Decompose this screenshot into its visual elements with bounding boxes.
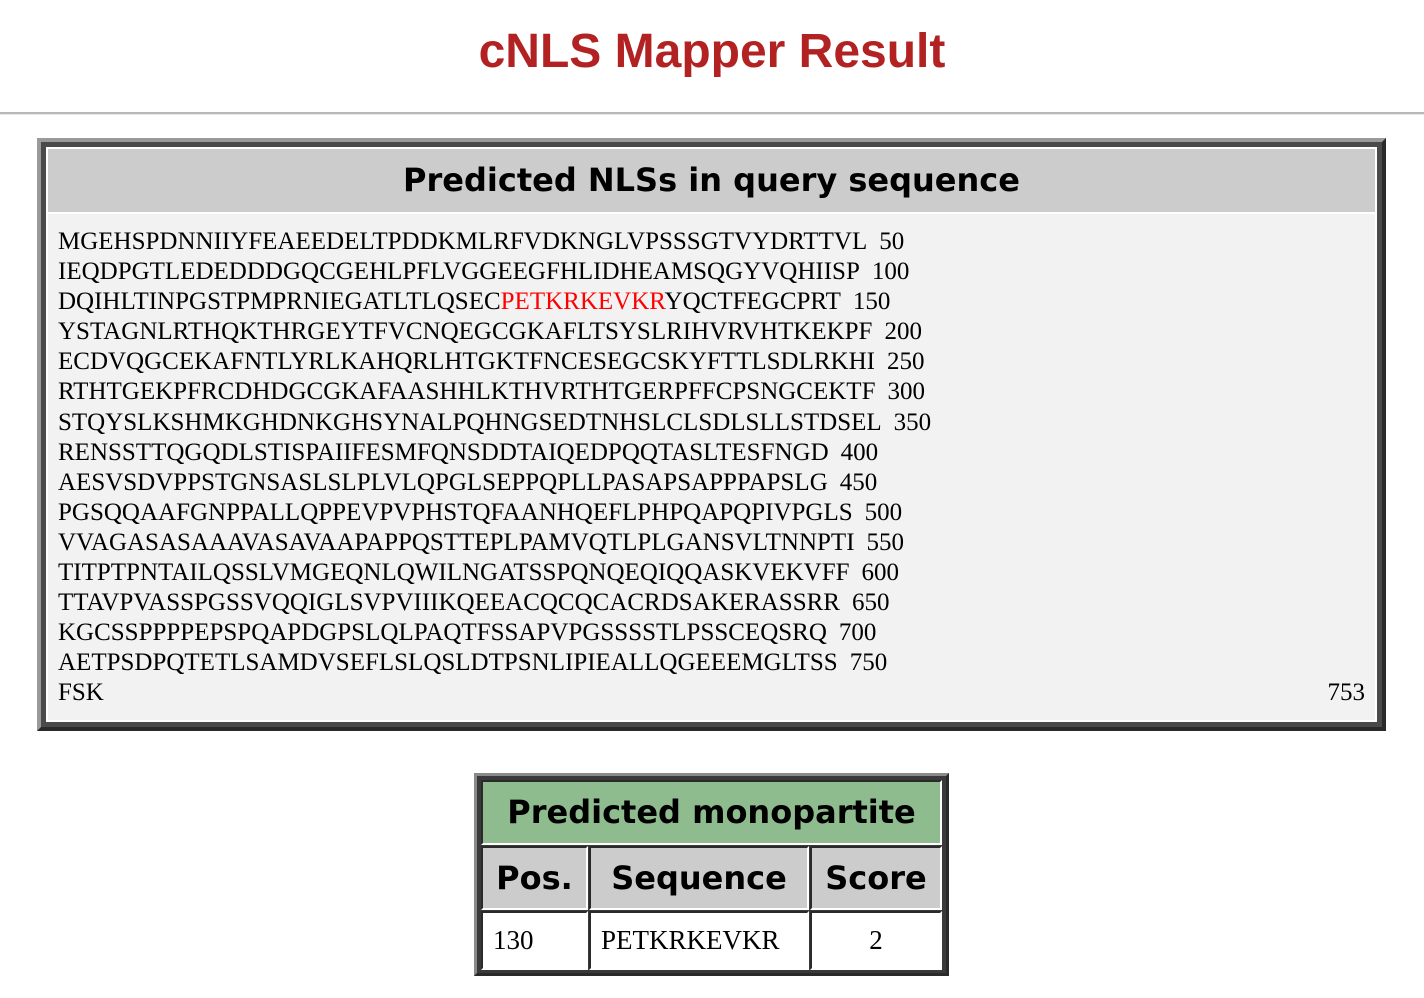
sequence-line-number: 50 — [879, 228, 905, 255]
header-pos: Pos. — [481, 846, 588, 910]
horizontal-rule — [0, 112, 1424, 115]
sequence-segment: KGCSSPPPPEPSPQAPDGPSLQLPAQTFSSAPVPGSSSST… — [58, 619, 827, 647]
sequence-segment: PGSQQAAFGNPPALLQPPEVPVPHSTQFAANHQEFLPHPQ… — [58, 498, 853, 526]
sequence-line-number: 150 — [852, 288, 891, 316]
sequence-line: IEQDPGTLEDEDDDGQCGEHLPFLVGGEEGFHLIDHEAMS… — [58, 257, 931, 287]
sequence-line: TTAVPVASSPGSSVQQIGLSVPVIIIKQEEACQCQCACRD… — [58, 588, 931, 618]
sequence-segment: RTHTGEKPFRCDHDGCGKAFAASHHLKTHVRTHTGERPFF… — [58, 378, 876, 406]
sequence-line-number: 450 — [839, 468, 878, 496]
cell-pos: 130 — [481, 911, 588, 970]
sequence-length: 753 — [1327, 679, 1366, 706]
sequence-segment: AETPSDPQTETLSAMDVSEFLSLQSLDTPSNLIPIEALLQ… — [58, 649, 838, 677]
page-title: cNLS Mapper Result — [478, 25, 946, 78]
sequence-line: KGCSSPPPPEPSPQAPDGPSLQLPAQTFSSAPVPGSSSST… — [58, 618, 931, 648]
sequence-lines: MGEHSPDNNIIYFEAEEDELTPDDKMLRFVDKNGLVPSSS… — [58, 227, 931, 709]
sequence-segment: AESVSDVPPSTGNSASLSLPLVLQPGLSEPPQPLLPASAP… — [58, 468, 828, 496]
sequence-segment: YQCTFEGCPRT — [664, 288, 841, 316]
sequence-segment: MGEHSPDNNIIYFEAEEDELTPDDKMLRFVDKNGLVPSSS… — [58, 228, 868, 255]
sequence-line: AESVSDVPPSTGNSASLSLPLVLQPGLSEPPQPLLPASAP… — [58, 468, 931, 498]
sequence-line: FSK — [58, 678, 931, 708]
sequence-line: MGEHSPDNNIIYFEAEEDELTPDDKMLRFVDKNGLVPSSS… — [58, 227, 931, 257]
sequence-segment: STQYSLKSHMKGHDNKGHSYNALPQHNGSEDTNHSLCLSD… — [58, 408, 882, 436]
sequence-panel-inner: Predicted NLSs in query sequence MGEHSPD… — [46, 147, 1377, 722]
sequence-segment: IEQDPGTLEDEDDDGQCGEHLPFLVGGEEGFHLIDHEAMS… — [58, 258, 860, 286]
sequence-line-number: 700 — [838, 619, 877, 647]
sequence-panel-body: MGEHSPDNNIIYFEAEEDELTPDDKMLRFVDKNGLVPSSS… — [48, 214, 1375, 720]
sequence-line-number: 750 — [849, 649, 888, 677]
sequence-segment: ECDVQGCEKAFNTLYRLKAHQRLHTGKTFNCESEGCSKYF… — [58, 348, 875, 376]
sequence-line-number: 650 — [851, 589, 890, 617]
cell-sequence: PETKRKEVKR — [589, 911, 809, 970]
sequence-line: DQIHLTINPGSTPMPRNIEGATLTLQSECPETKRKEVKRY… — [58, 287, 931, 317]
sequence-segment: TITPTPNTAILQSSLVMGEQNLQWILNGATSSPQNQEQIQ… — [58, 559, 850, 587]
cell-score: 2 — [810, 911, 942, 970]
sequence-line: RTHTGEKPFRCDHDGCGKAFAASHHLKTHVRTHTGERPFF… — [58, 377, 931, 407]
sequence-panel: Predicted NLSs in query sequence MGEHSPD… — [37, 138, 1386, 731]
header-score: Score — [810, 846, 942, 910]
sequence-segment: YSTAGNLRTHQKTHRGEYTFVCNQEGCGKAFLTSYSLRIH… — [58, 318, 873, 346]
sequence-panel-heading: Predicted NLSs in query sequence — [48, 149, 1375, 214]
monopartite-nls-table: Predicted monopartite NLS Pos. Sequence … — [474, 773, 949, 976]
sequence-segment: VVAGASASAAAVASAVAAPAPPQSTTEPLPAMVQTLPLGA… — [58, 528, 855, 556]
sequence-line-number: 500 — [864, 498, 903, 526]
sequence-line: PGSQQAAFGNPPALLQPPEVPVPHSTQFAANHQEFLPHPQ… — [58, 498, 931, 528]
sequence-line: YSTAGNLRTHQKTHRGEYTFVCNQEGCGKAFLTSYSLRIH… — [58, 317, 931, 347]
sequence-segment: TTAVPVASSPGSSVQQIGLSVPVIIIKQEEACQCQCACRD… — [58, 589, 840, 617]
sequence-line-number: 400 — [840, 438, 879, 466]
sequence-line-number: 200 — [884, 318, 922, 346]
sequence-line: VVAGASASAAAVASAVAAPAPPQSTTEPLPAMVQTLPLGA… — [58, 528, 931, 558]
sequence-line-number: 100 — [871, 258, 910, 286]
sequence-line-number: 600 — [861, 559, 900, 587]
table-caption: Predicted monopartite NLS — [481, 780, 942, 892]
sequence-segment: DQIHLTINPGSTPMPRNIEGATLTLQSEC — [58, 288, 501, 316]
sequence-line: ECDVQGCEKAFNTLYRLKAHQRLHTGKTFNCESEGCSKYF… — [58, 347, 931, 377]
nls-highlight: PETKRKEVKR — [500, 288, 665, 316]
sequence-line-number: 550 — [866, 528, 905, 556]
sequence-segment: FSK — [58, 679, 104, 707]
sequence-line: RENSSTTQGQDLSTISPAIIFESMFQNSDDTAIQEDPQQT… — [58, 438, 931, 468]
sequence-segment: RENSSTTQGQDLSTISPAIIFESMFQNSDDTAIQEDPQQT… — [58, 438, 829, 466]
sequence-line-number: 350 — [893, 408, 932, 436]
sequence-line: TITPTPNTAILQSSLVMGEQNLQWILNGATSSPQNQEQIQ… — [58, 558, 931, 588]
header-sequence: Sequence — [589, 846, 809, 910]
sequence-line-number: 250 — [886, 348, 925, 376]
sequence-line: AETPSDPQTETLSAMDVSEFLSLQSLDTPSNLIPIEALLQ… — [58, 648, 931, 678]
sequence-line: STQYSLKSHMKGHDNKGHSYNALPQHNGSEDTNHSLCLSD… — [58, 408, 931, 438]
sequence-line-number: 300 — [887, 378, 925, 406]
